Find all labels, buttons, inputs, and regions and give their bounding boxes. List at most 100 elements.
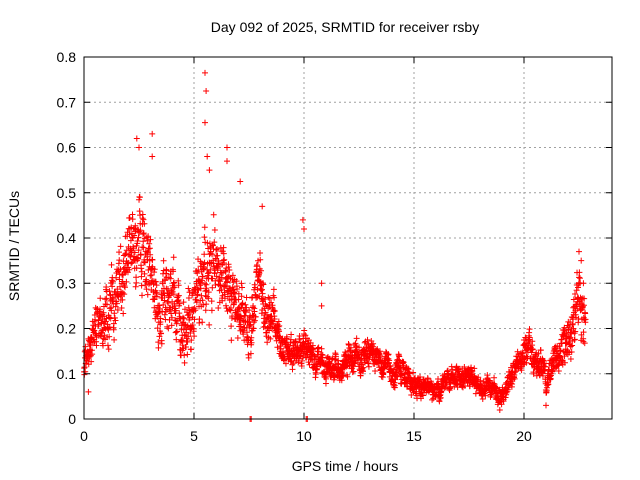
data-point <box>332 353 339 360</box>
data-point <box>165 325 172 332</box>
data-point <box>557 347 564 354</box>
data-point <box>561 353 568 360</box>
data-point <box>201 234 208 241</box>
data-point <box>117 243 124 250</box>
data-point <box>145 233 152 240</box>
data-point <box>120 310 127 317</box>
data-point <box>172 307 179 314</box>
data-point <box>576 274 582 281</box>
data-point <box>258 267 265 274</box>
data-point <box>208 307 215 314</box>
y-tick-label: 0.1 <box>57 366 77 382</box>
data-point <box>556 343 563 350</box>
data-point <box>202 119 208 126</box>
data-points <box>81 69 589 422</box>
data-point <box>220 244 227 251</box>
data-point <box>226 266 233 273</box>
x-tick-label: 10 <box>296 428 312 444</box>
data-point <box>111 336 118 343</box>
grid <box>84 57 612 419</box>
data-point <box>147 251 154 258</box>
data-point <box>211 239 218 246</box>
data-point <box>529 346 536 353</box>
x-tick-label: 15 <box>406 428 422 444</box>
data-point <box>137 251 144 258</box>
data-point <box>429 396 436 403</box>
data-point <box>352 347 359 354</box>
data-point <box>119 296 126 303</box>
data-point <box>306 361 313 368</box>
data-point <box>170 268 177 275</box>
data-point <box>277 345 284 352</box>
data-point <box>154 325 161 332</box>
data-point <box>200 264 207 271</box>
data-point <box>582 316 589 323</box>
data-point <box>436 398 443 405</box>
data-point <box>340 372 347 379</box>
data-point <box>163 267 170 274</box>
data-point <box>105 326 112 333</box>
data-point <box>477 377 484 384</box>
data-point <box>319 352 326 359</box>
data-point <box>157 315 164 322</box>
data-point <box>224 144 230 151</box>
data-point <box>246 307 253 314</box>
data-point <box>110 320 117 327</box>
data-point <box>137 212 144 219</box>
data-point <box>116 276 123 283</box>
data-point <box>122 250 129 257</box>
data-point <box>161 311 168 318</box>
data-point <box>215 260 222 267</box>
data-point <box>204 153 211 160</box>
data-point <box>235 296 242 303</box>
data-point <box>227 305 234 312</box>
data-point <box>210 211 217 218</box>
data-point <box>561 359 568 366</box>
data-point <box>93 342 100 349</box>
data-point <box>146 240 153 247</box>
data-point <box>523 353 530 360</box>
data-point <box>140 230 147 237</box>
data-point <box>140 216 147 223</box>
data-point <box>401 371 408 378</box>
data-point <box>482 392 489 399</box>
data-point <box>202 307 209 314</box>
data-point <box>199 319 206 326</box>
data-point <box>103 283 110 290</box>
data-point <box>209 242 216 249</box>
axis-ticks: 0 0.1 0.2 0.3 0.4 0.5 0.6 0.7 0.8 0 5 10 15 20 <box>57 49 612 444</box>
data-point <box>108 261 115 268</box>
data-point <box>144 291 151 298</box>
data-point <box>573 287 580 294</box>
data-point <box>360 364 367 371</box>
data-point <box>197 282 204 289</box>
data-point <box>314 365 321 372</box>
data-point <box>230 286 237 293</box>
data-point <box>245 354 252 361</box>
data-point <box>343 363 350 370</box>
data-point <box>385 351 392 358</box>
data-point <box>185 285 192 292</box>
data-point <box>98 312 105 319</box>
data-point <box>331 356 338 363</box>
data-point <box>175 282 182 289</box>
data-point <box>184 351 191 358</box>
data-point <box>141 220 148 227</box>
data-point <box>171 284 178 291</box>
y-tick-label: 0.2 <box>57 321 77 337</box>
data-point <box>106 314 113 321</box>
y-tick-label: 0.7 <box>57 94 77 110</box>
data-point <box>365 359 372 366</box>
data-point <box>131 232 138 239</box>
data-point <box>158 330 165 337</box>
data-point <box>154 290 161 297</box>
data-point <box>257 250 264 257</box>
y-tick-label: 0.4 <box>57 230 77 246</box>
data-point <box>573 314 580 321</box>
data-point <box>578 257 585 264</box>
data-point <box>438 388 445 395</box>
data-point <box>172 317 179 324</box>
data-point <box>395 356 402 363</box>
data-point <box>568 348 575 355</box>
data-point <box>271 315 278 322</box>
